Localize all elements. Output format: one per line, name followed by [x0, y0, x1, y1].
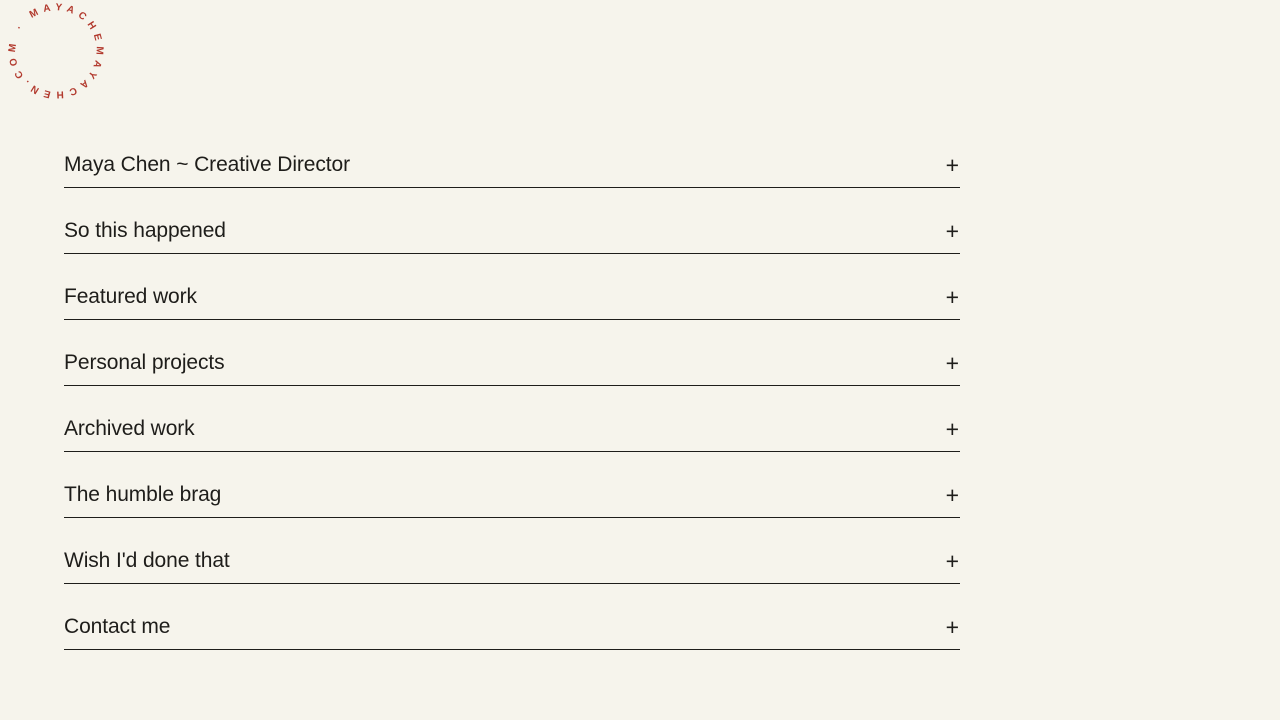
accordion-item-archived-work[interactable]: Archived work + [64, 386, 960, 452]
accordion-item-so-this-happened[interactable]: So this happened + [64, 188, 960, 254]
plus-icon[interactable]: + [945, 614, 959, 640]
accordion-item-contact-me[interactable]: Contact me + [64, 584, 960, 650]
accordion-item-label: Archived work [64, 417, 195, 440]
plus-icon[interactable]: + [945, 416, 959, 442]
accordion-item-label: Featured work [64, 285, 197, 308]
accordion-item-label: So this happened [64, 219, 226, 242]
accordion-item-label: Personal projects [64, 351, 225, 374]
accordion-item-label: The humble brag [64, 483, 222, 506]
plus-icon[interactable]: + [945, 218, 959, 244]
logo-ring-text: · MAYACHEMAYACHEN.COM [8, 3, 104, 99]
accordion-item-the-humble-brag[interactable]: The humble brag + [64, 452, 960, 518]
plus-icon[interactable]: + [945, 152, 959, 178]
accordion-item-maya-chen-creative-director[interactable]: Maya Chen ~ Creative Director + [64, 122, 960, 188]
accordion-menu: Maya Chen ~ Creative Director + So this … [64, 122, 960, 650]
plus-icon[interactable]: + [945, 350, 959, 376]
accordion-item-label: Contact me [64, 615, 171, 638]
accordion-item-wish-id-done-that[interactable]: Wish I'd done that + [64, 518, 960, 584]
accordion-item-label: Wish I'd done that [64, 549, 230, 572]
circular-logo[interactable]: · MAYACHEMAYACHEN.COM [8, 3, 104, 99]
plus-icon[interactable]: + [945, 284, 959, 310]
plus-icon[interactable]: + [945, 482, 959, 508]
accordion-item-featured-work[interactable]: Featured work + [64, 254, 960, 320]
plus-icon[interactable]: + [945, 548, 959, 574]
accordion-item-personal-projects[interactable]: Personal projects + [64, 320, 960, 386]
accordion-item-label: Maya Chen ~ Creative Director [64, 153, 350, 176]
